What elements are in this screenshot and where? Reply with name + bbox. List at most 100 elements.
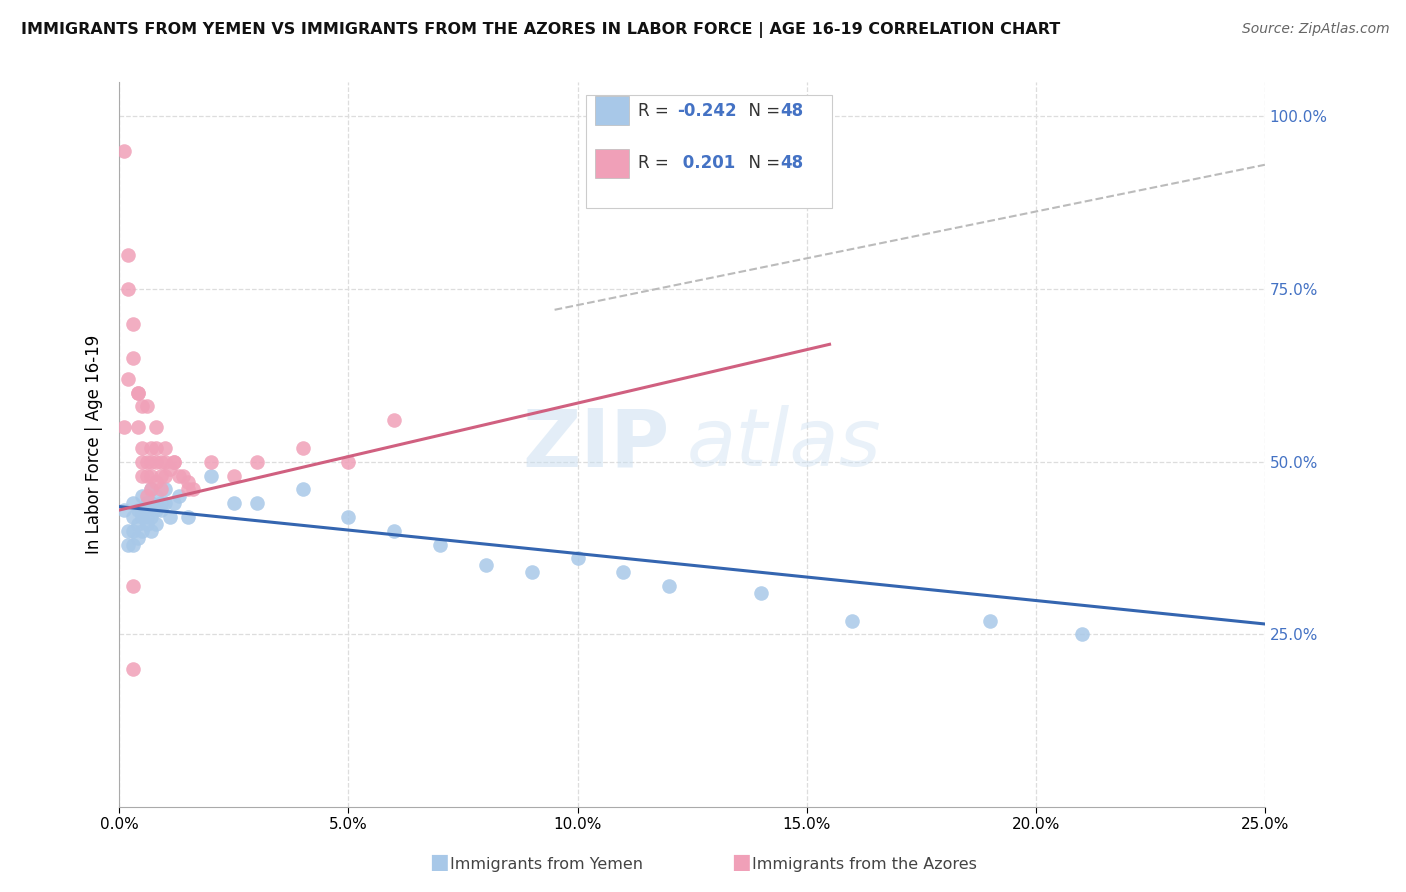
Point <box>153 455 176 469</box>
Point <box>246 496 269 510</box>
Point <box>122 579 145 593</box>
Point <box>246 455 269 469</box>
Point <box>135 496 157 510</box>
Point <box>291 441 314 455</box>
Bar <box>595 96 628 126</box>
Point <box>141 510 163 524</box>
Text: N =: N = <box>738 102 786 120</box>
Point <box>163 455 186 469</box>
Y-axis label: In Labor Force | Age 16-19: In Labor Force | Age 16-19 <box>86 334 103 554</box>
Point <box>117 247 139 261</box>
Point <box>135 455 157 469</box>
Point <box>149 496 172 510</box>
Point <box>135 516 157 531</box>
Point <box>149 483 172 497</box>
Point <box>749 586 772 600</box>
Point <box>135 510 157 524</box>
Point <box>145 489 167 503</box>
Point <box>200 468 222 483</box>
Point <box>153 496 176 510</box>
Point <box>117 524 139 538</box>
Point <box>131 489 153 503</box>
Point <box>841 614 863 628</box>
Point <box>122 317 145 331</box>
Point <box>145 516 167 531</box>
Point <box>153 441 176 455</box>
Point <box>159 510 181 524</box>
Point <box>1070 627 1092 641</box>
Point <box>141 468 163 483</box>
Text: 48: 48 <box>780 102 803 120</box>
Point <box>382 413 405 427</box>
Point <box>122 538 145 552</box>
Text: IMMIGRANTS FROM YEMEN VS IMMIGRANTS FROM THE AZORES IN LABOR FORCE | AGE 16-19 C: IMMIGRANTS FROM YEMEN VS IMMIGRANTS FROM… <box>21 22 1060 38</box>
Text: ■: ■ <box>429 853 449 872</box>
Point <box>112 144 135 158</box>
Point <box>222 496 245 510</box>
Point <box>117 538 139 552</box>
Point <box>149 503 172 517</box>
Point <box>612 565 634 579</box>
Point <box>131 400 153 414</box>
Point <box>141 496 163 510</box>
Point <box>122 351 145 365</box>
Bar <box>595 149 628 178</box>
Point <box>122 524 145 538</box>
Point <box>131 441 153 455</box>
Point <box>172 468 194 483</box>
Text: R =: R = <box>638 154 675 172</box>
Point <box>131 503 153 517</box>
Point <box>291 483 314 497</box>
Point <box>153 483 176 497</box>
Point <box>112 503 135 517</box>
Point <box>159 461 181 475</box>
FancyBboxPatch shape <box>585 95 832 208</box>
Text: 0.201: 0.201 <box>678 154 735 172</box>
Point <box>127 385 149 400</box>
Point <box>979 614 1001 628</box>
Point <box>177 510 200 524</box>
Point <box>200 455 222 469</box>
Point <box>135 468 157 483</box>
Point <box>141 524 163 538</box>
Point <box>163 496 186 510</box>
Point <box>141 483 163 497</box>
Text: Immigrants from Yemen: Immigrants from Yemen <box>450 857 643 872</box>
Point <box>141 455 163 469</box>
Point <box>382 524 405 538</box>
Text: Source: ZipAtlas.com: Source: ZipAtlas.com <box>1241 22 1389 37</box>
Point <box>145 475 167 490</box>
Point <box>112 420 135 434</box>
Point <box>567 551 589 566</box>
Point <box>127 385 149 400</box>
Point <box>117 282 139 296</box>
Point <box>177 483 200 497</box>
Point <box>163 455 186 469</box>
Point <box>167 468 190 483</box>
Text: ■: ■ <box>731 853 751 872</box>
Text: -0.242: -0.242 <box>678 102 737 120</box>
Point <box>222 468 245 483</box>
Point <box>177 475 200 490</box>
Point <box>153 468 176 483</box>
Point <box>658 579 681 593</box>
Point <box>122 662 145 676</box>
Point <box>337 455 360 469</box>
Point <box>131 524 153 538</box>
Point <box>141 483 163 497</box>
Point <box>145 455 167 469</box>
Text: 48: 48 <box>780 154 803 172</box>
Point <box>429 538 451 552</box>
Point <box>131 510 153 524</box>
Point <box>141 441 163 455</box>
Text: atlas: atlas <box>686 406 882 483</box>
Point <box>149 455 172 469</box>
Point <box>122 496 145 510</box>
Point <box>135 489 157 503</box>
Point <box>145 420 167 434</box>
Point <box>337 510 360 524</box>
Point <box>475 558 498 573</box>
Text: Immigrants from the Azores: Immigrants from the Azores <box>752 857 977 872</box>
Point <box>149 468 172 483</box>
Point <box>135 400 157 414</box>
